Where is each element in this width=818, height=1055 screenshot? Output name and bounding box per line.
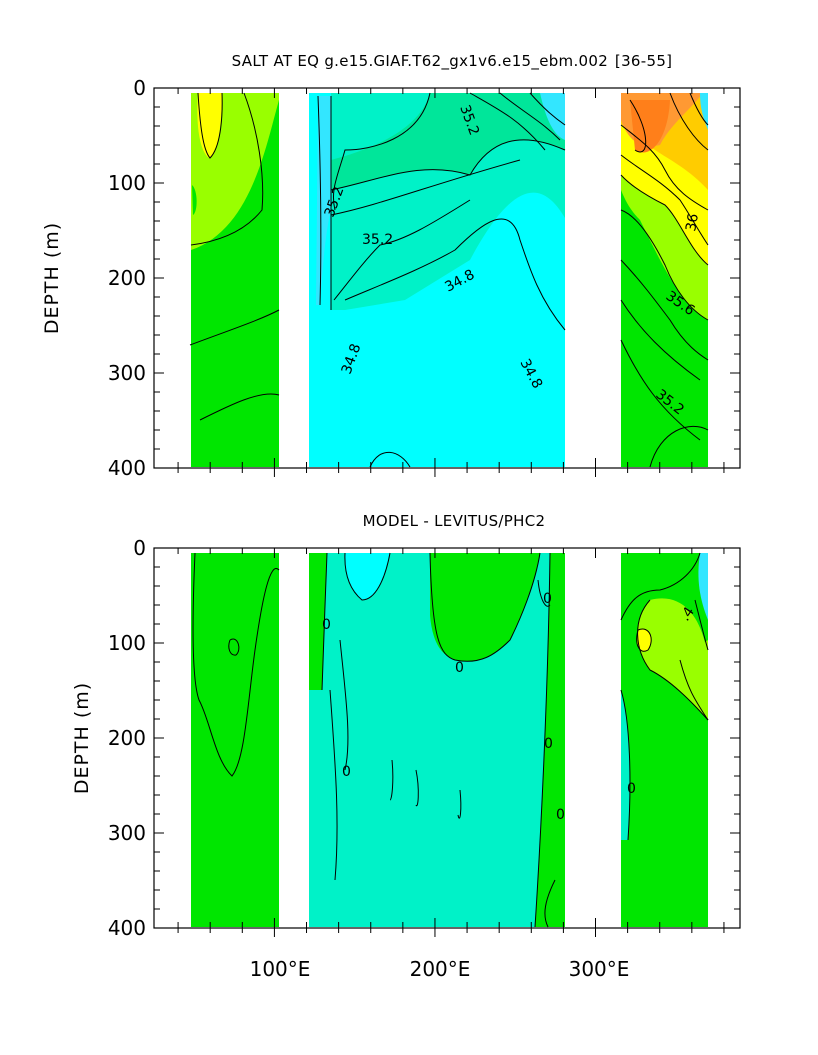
- x-tick-label: 300°E: [569, 957, 630, 981]
- y-axis-label: DEPTH (m): [71, 682, 93, 794]
- y-ticks: [154, 547, 740, 929]
- y-axis-label: DEPTH (m): [41, 222, 63, 334]
- contour-label: 0: [556, 807, 565, 823]
- y-ticks: [154, 87, 740, 469]
- y-tick-label: 200: [108, 726, 146, 750]
- y-tick-label: 0: [133, 536, 146, 560]
- salinity-contours: [189, 92, 709, 468]
- atlantic-yg-east: [680, 640, 708, 720]
- y-tick-label: 400: [108, 916, 146, 940]
- atlantic-dark-orange: [630, 100, 670, 153]
- y-tick-label: 100: [108, 631, 146, 655]
- contour-label: 0: [543, 591, 552, 607]
- atlantic-ocean-field: [621, 93, 708, 467]
- contour-label: 0: [627, 781, 636, 797]
- x-tick-label: 200°E: [410, 957, 471, 981]
- difference-contour-labels: 0 0 0 0 0 0 0 .4: [322, 591, 698, 823]
- contour-label: 0: [455, 660, 464, 676]
- indian-ocean-field: [191, 93, 279, 467]
- atlantic-difference-field: [621, 553, 708, 927]
- contour-label: 35.2: [362, 232, 393, 248]
- x-ticks: [177, 548, 725, 937]
- atlantic-east-edge: [698, 553, 708, 620]
- indian-difference-field: [191, 553, 279, 927]
- contour-label: 0: [544, 736, 553, 752]
- pacific-east-patch: [540, 93, 565, 140]
- atlantic-yellow-dot: [636, 629, 652, 652]
- x-ticks: [177, 88, 725, 477]
- indian-tongue: [191, 553, 279, 776]
- contour-label: 36: [683, 212, 702, 232]
- pacific-core: [331, 93, 565, 190]
- y-tick-label: 100: [108, 171, 146, 195]
- pacific-west-green: [309, 553, 327, 690]
- pacific-cyan-patch: [344, 553, 390, 600]
- x-tick-label: 100°E: [250, 957, 311, 981]
- contour-label: 0: [342, 764, 351, 780]
- atlantic-cyan-wedge: [621, 690, 630, 840]
- contour-label: 0: [322, 617, 331, 633]
- y-tick-label: 300: [108, 821, 146, 845]
- y-tick-label: 400: [108, 456, 146, 480]
- y-tick-label: 300: [108, 361, 146, 385]
- y-tick-label: 0: [133, 76, 146, 100]
- panel-title: MODEL - LEVITUS/PHC2: [363, 512, 546, 530]
- pacific-ocean-field: [309, 93, 565, 467]
- atlantic-sst-edge: [700, 93, 708, 130]
- indian-green-dot: [192, 185, 197, 215]
- pacific-difference-field: [309, 553, 565, 927]
- salinity-panel: SALT AT EQ g.e15.GIAF.T62_gx1v6.e15_ebm.…: [41, 52, 741, 480]
- y-tick-label: 200: [108, 266, 146, 290]
- difference-panel: MODEL - LEVITUS/PHC2: [71, 512, 741, 981]
- panel-title: SALT AT EQ g.e15.GIAF.T62_gx1v6.e15_ebm.…: [232, 52, 673, 71]
- difference-contours: [192, 552, 709, 928]
- pacific-east-green: [535, 553, 565, 927]
